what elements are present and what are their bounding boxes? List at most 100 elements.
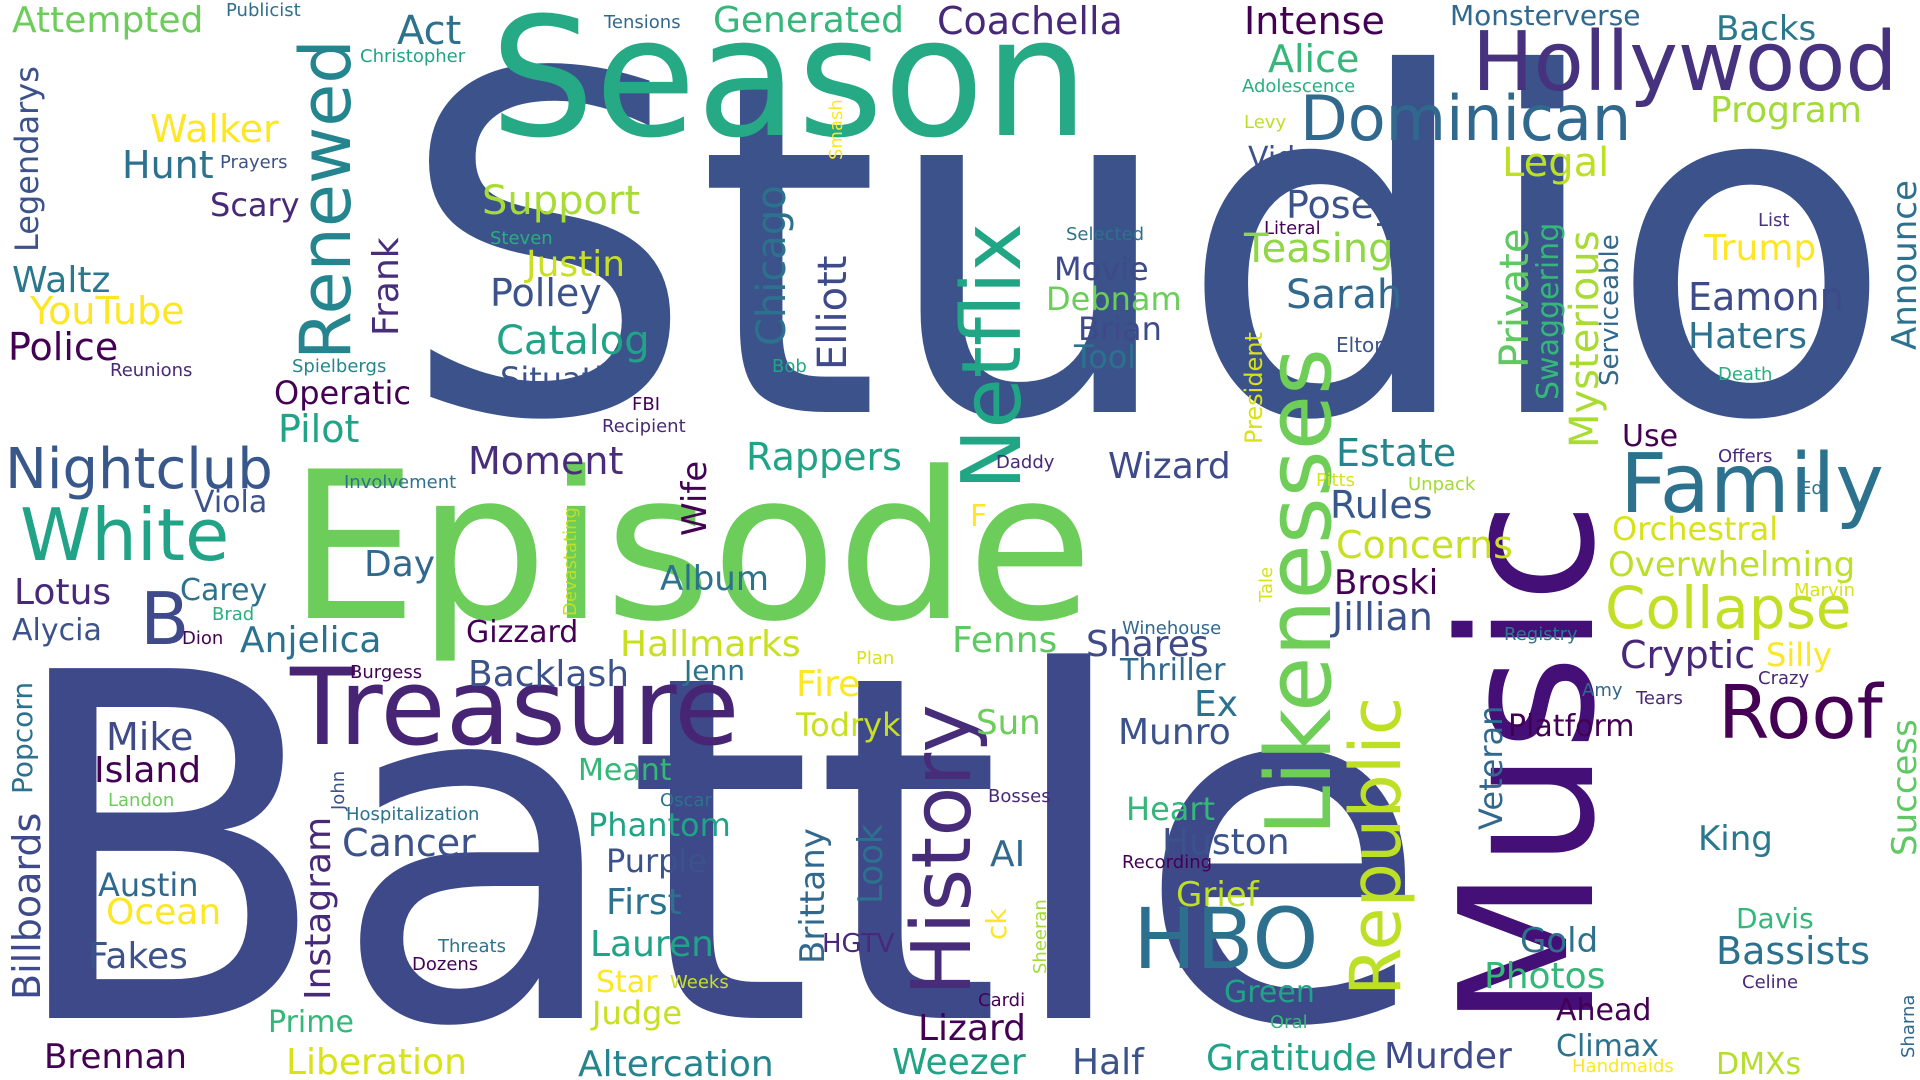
word-death: Death [1718, 364, 1772, 385]
word-movie: Movie [1054, 250, 1149, 288]
word-john: John [328, 771, 349, 811]
word-situation: Situation [500, 360, 643, 398]
word-plan: Plan [856, 648, 894, 669]
word-spielbergs: Spielbergs [292, 356, 386, 377]
word-legendarys: Legendarys [8, 66, 46, 252]
word-president: President [1240, 332, 1268, 444]
word-purple: Purple [606, 842, 707, 880]
word-justin: Justin [524, 244, 625, 285]
word-star: Star [596, 965, 658, 1000]
word-recipient: Recipient [602, 416, 686, 437]
word-fbi: FBI [632, 394, 660, 415]
word-chicago: Chicago [749, 185, 795, 346]
word-offers: Offers [1718, 446, 1772, 467]
word-generated: Generated [713, 0, 904, 41]
word-unpack: Unpack [1408, 474, 1476, 495]
word-publicist: Publicist [226, 0, 301, 21]
word-dozens: Dozens [412, 954, 478, 975]
word-mike: Mike [106, 715, 193, 759]
word-levy: Levy [1244, 112, 1286, 133]
word-huston: Huston [1162, 822, 1290, 863]
word-anjelica: Anjelica [240, 620, 381, 661]
word-alycia: Alycia [12, 613, 102, 648]
word-tool: Tool [1073, 338, 1136, 376]
word-first: First [606, 882, 682, 923]
word-trump: Trump [1703, 228, 1816, 269]
word-monsterverse: Monsterverse [1450, 0, 1640, 32]
word-heart: Heart [1126, 790, 1215, 828]
word-ahead: Ahead [1556, 993, 1651, 1028]
word-broski: Broski [1334, 563, 1438, 603]
word-viola: Viola [194, 485, 267, 520]
word-concerns: Concerns [1336, 523, 1513, 567]
word-jillian: Jillian [1330, 595, 1433, 639]
word-alice: Alice [1268, 37, 1359, 81]
word-half: Half [1072, 1042, 1145, 1080]
word-selected: Selected [1066, 224, 1144, 245]
word-cancer: Cancer [342, 821, 476, 865]
word-gizzard: Gizzard [466, 615, 578, 650]
word-landon: Landon [108, 790, 174, 811]
word-silly: Silly [1766, 636, 1832, 674]
word-day: Day [364, 544, 435, 585]
word-literal: Literal [1264, 218, 1321, 239]
word-bosses: Bosses [988, 786, 1051, 807]
word-popcorn: Popcorn [6, 682, 39, 794]
word-brian: Brian [1078, 310, 1162, 348]
word-program: Program [1710, 90, 1862, 131]
word-posey: Posey [1286, 183, 1396, 227]
word-episode: Episode [288, 429, 1093, 667]
word-smash: Smash [826, 99, 847, 160]
word-dmxs: DMXs [1716, 1047, 1801, 1080]
word-billboards: Billboards [5, 813, 49, 1000]
word-ed: Ed [1800, 478, 1823, 499]
word-cardi: Cardi [978, 990, 1025, 1011]
word-murder: Murder [1384, 1036, 1512, 1077]
word-weeks: Weeks [670, 972, 729, 993]
word-fire: Fire [796, 664, 860, 705]
word-prime: Prime [268, 1005, 354, 1040]
word-serviceable: Serviceable [1595, 234, 1625, 386]
word-swaggering: Swaggering [1531, 223, 1566, 400]
word-orchestral: Orchestral [1612, 510, 1778, 548]
word-lotus: Lotus [14, 572, 111, 613]
word-announce: Announce [1885, 180, 1920, 350]
word-judge: Judge [590, 994, 682, 1032]
word-meant: Meant [578, 753, 672, 788]
word-use: Use [1622, 419, 1678, 454]
word-reunions: Reunions [110, 360, 192, 381]
word-jenn: Jenn [682, 654, 745, 687]
word-adolescence: Adolescence [1242, 76, 1355, 97]
word-involvement: Involvement [344, 472, 456, 493]
word-burgess: Burgess [350, 662, 422, 683]
word-act: Act [397, 8, 461, 54]
word-celine: Celine [1742, 972, 1798, 993]
word-moment: Moment [468, 439, 623, 483]
word-fakes: Fakes [88, 936, 188, 977]
word-republic: Republic [1335, 697, 1417, 996]
word-intense: Intense [1244, 0, 1385, 43]
word-sarah: Sarah [1286, 272, 1402, 318]
word-haters: Haters [1688, 316, 1807, 357]
word-likenesses: Likenesses [1247, 348, 1352, 836]
word-netflix: Netflix [945, 223, 1040, 490]
word-frank: Frank [366, 237, 407, 336]
word-bob: Bob [772, 356, 807, 377]
word-backs: Backs [1716, 9, 1816, 49]
word-oscar: Oscar [660, 790, 712, 811]
word-white: White [20, 493, 229, 577]
word-thriller: Thriller [1119, 653, 1226, 688]
word-rappers: Rappers [746, 435, 902, 479]
word-pitts: Pitts [1316, 470, 1355, 491]
word-mysterious: Mysterious [1562, 230, 1608, 448]
word-brittany: Brittany [793, 828, 833, 964]
word-recording: Recording [1122, 852, 1212, 873]
word-b: B [140, 577, 189, 661]
word-registry: Registry [1504, 624, 1578, 645]
word-king: King [1698, 819, 1773, 859]
word-renewed: Renewed [285, 39, 367, 360]
word-fenns: Fenns [952, 620, 1057, 661]
word-elliott: Elliott [810, 256, 856, 370]
word-veteran: Veteran [1472, 706, 1510, 830]
word-overwhelming: Overwhelming [1608, 545, 1855, 585]
